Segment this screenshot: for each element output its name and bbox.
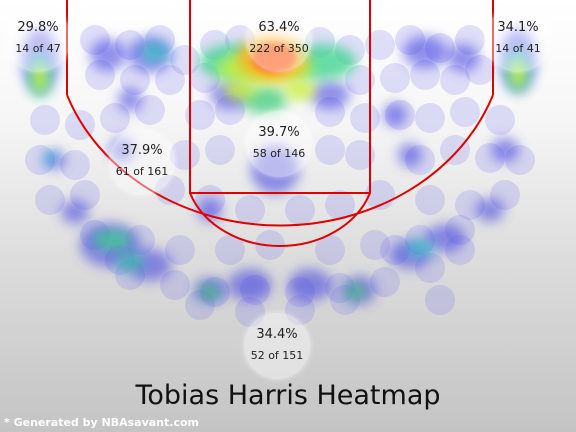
- zone-left-mid-range: 37.9% 61 of 161: [109, 129, 175, 195]
- heat-low: [288, 269, 332, 301]
- heat-high: [31, 62, 49, 94]
- heat-low: [398, 143, 422, 167]
- shot-circle: [440, 65, 470, 95]
- court-lines: [66, 0, 494, 248]
- zone-made-attempts: 14 of 47: [15, 42, 61, 55]
- shot-circle: [285, 195, 315, 225]
- shot-circle: [170, 140, 200, 170]
- zone-made-attempts: 52 of 151: [250, 349, 304, 362]
- zone-above-break-three: 34.4% 52 of 151: [244, 313, 310, 379]
- shot-circle: [315, 135, 345, 165]
- shot-circle: [185, 100, 215, 130]
- zone-percentage: 37.9%: [121, 143, 163, 158]
- heat-mid: [92, 230, 132, 250]
- shot-circle: [410, 60, 440, 90]
- heat-high: [284, 80, 316, 100]
- zone-percentage: 34.4%: [256, 327, 298, 342]
- shot-circle: [165, 235, 195, 265]
- shot-circle: [415, 185, 445, 215]
- zone-percentage: 34.1%: [497, 20, 539, 35]
- shot-circle: [325, 190, 355, 220]
- free-throw-circle: [189, 192, 371, 248]
- shot-circle: [415, 103, 445, 133]
- zone-restricted-area: 63.4% 222 of 350: [246, 6, 312, 72]
- heat-low: [310, 81, 350, 109]
- heat-mid: [116, 253, 144, 271]
- shot-density-layer: [22, 25, 536, 327]
- shot-circle: [160, 270, 190, 300]
- heat-low: [425, 224, 465, 252]
- shot-circle: [25, 145, 55, 175]
- shot-circle: [30, 105, 60, 135]
- heat-low: [61, 200, 89, 224]
- shot-circle: [315, 235, 345, 265]
- zone-percentage: 63.4%: [258, 20, 300, 35]
- zone-made-attempts: 58 of 146: [252, 147, 306, 160]
- shot-circle: [285, 295, 315, 325]
- heat-low: [228, 269, 272, 301]
- shot-circle: [360, 230, 390, 260]
- shot-circle: [350, 103, 380, 133]
- credit-text: * Generated by NBAsavant.com: [4, 416, 199, 429]
- zone-made-attempts: 222 of 350: [249, 42, 309, 55]
- heat-low: [476, 198, 504, 222]
- heat-core: [252, 43, 296, 73]
- zone-percentage: 29.8%: [17, 20, 59, 35]
- shot-circle: [235, 297, 265, 327]
- heat-low: [491, 138, 519, 162]
- heat-low: [251, 146, 299, 194]
- heat-mid: [44, 152, 56, 164]
- heat-low: [447, 44, 479, 72]
- heat-mid: [406, 240, 434, 256]
- shot-circle: [170, 45, 200, 75]
- shot-circle: [135, 95, 165, 125]
- shot-circle: [100, 103, 130, 133]
- heat-low: [383, 103, 407, 127]
- shot-circle: [215, 235, 245, 265]
- shot-circle: [155, 65, 185, 95]
- heat-mid: [200, 284, 220, 300]
- zone-left-corner-three: 29.8% 14 of 47: [5, 6, 71, 72]
- paint-lane: [189, 0, 371, 194]
- shot-circle: [485, 105, 515, 135]
- heat-mid: [141, 42, 169, 62]
- shot-circle: [380, 63, 410, 93]
- shot-circle: [440, 135, 470, 165]
- heat-mid: [345, 284, 365, 300]
- shot-circle: [235, 195, 265, 225]
- shot-circle: [345, 140, 375, 170]
- heat-low: [90, 39, 126, 71]
- zone-paint-non-ra: 39.7% 58 of 146: [246, 111, 312, 177]
- zone-made-attempts: 14 of 41: [495, 42, 541, 55]
- heat-low: [118, 88, 142, 112]
- shot-circle: [120, 65, 150, 95]
- zone-percentage: 39.7%: [258, 125, 300, 140]
- shot-circle: [60, 150, 90, 180]
- three-point-arc: [66, 94, 494, 227]
- shot-circle: [450, 97, 480, 127]
- shot-circle: [205, 135, 235, 165]
- chart-title: Tobias Harris Heatmap: [135, 380, 441, 411]
- heat-high: [224, 80, 256, 100]
- heat-low: [403, 36, 447, 68]
- shot-circle: [35, 185, 65, 215]
- heat-high: [509, 58, 527, 90]
- shot-circle: [365, 30, 395, 60]
- shot-circle: [425, 285, 455, 315]
- heat-low: [110, 138, 134, 162]
- shot-circle: [370, 267, 400, 297]
- shot-circle: [345, 65, 375, 95]
- zone-made-attempts: 61 of 161: [115, 165, 169, 178]
- zone-right-corner-three: 34.1% 14 of 41: [485, 6, 551, 72]
